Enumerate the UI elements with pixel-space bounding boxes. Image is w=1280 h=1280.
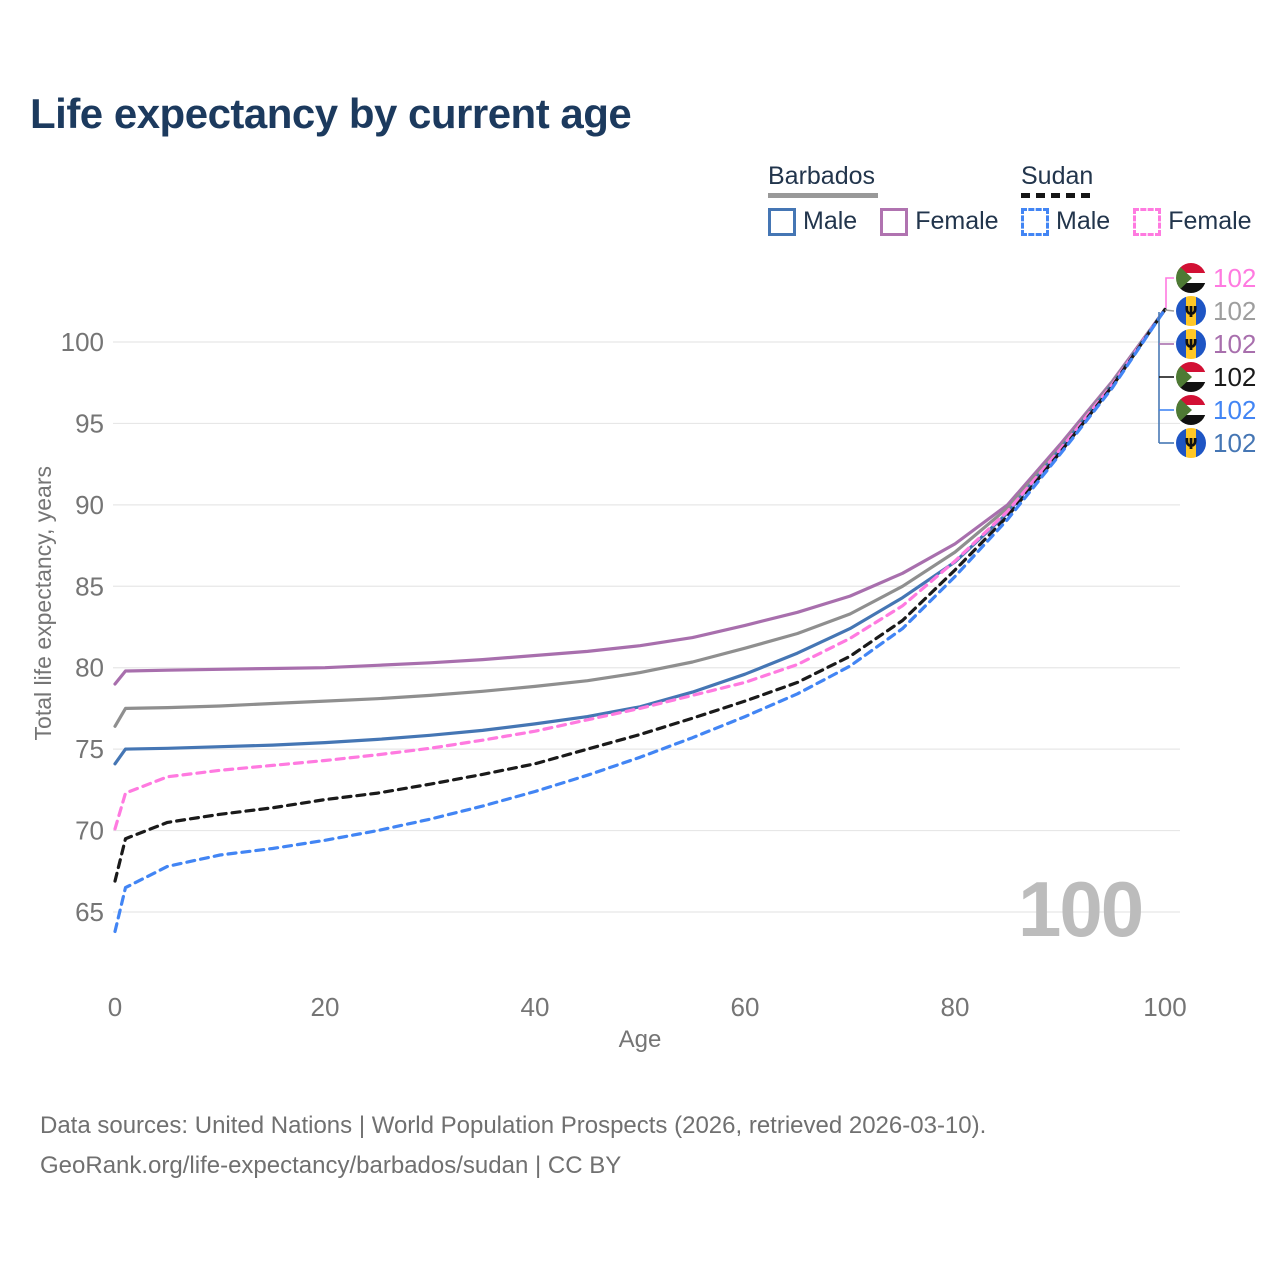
legend-label-barbados-male[interactable]: Male bbox=[803, 207, 858, 235]
end-label-barbados-female: Ψ 102 bbox=[1176, 329, 1256, 359]
sudan-flag-icon bbox=[1176, 263, 1206, 293]
end-label-barbados: Ψ 102 bbox=[1176, 296, 1256, 326]
legend-group-sudan: Sudan Male Female bbox=[1021, 162, 1252, 236]
legend-country-barbados[interactable]: Barbados bbox=[768, 162, 876, 190]
y-tick-70: 70 bbox=[75, 816, 104, 846]
leader-line-1 bbox=[1164, 309, 1175, 312]
end-label-barbados-male: Ψ 102 bbox=[1176, 428, 1256, 458]
footer-data-sources: Data sources: United Nations | World Pop… bbox=[40, 1112, 987, 1139]
svg-text:Ψ: Ψ bbox=[1185, 435, 1198, 453]
legend-label-sudan-female[interactable]: Female bbox=[1168, 207, 1252, 235]
sudan-flag-icon bbox=[1176, 395, 1206, 425]
sudan-flag-icon bbox=[1176, 362, 1206, 392]
barbados-line-style-swatch bbox=[768, 193, 878, 198]
series-end-labels: 102 Ψ 102 Ψ 102 102 102 Ψ 102 bbox=[1176, 263, 1256, 461]
end-value: 102 bbox=[1213, 362, 1257, 392]
legend-checkbox-barbados-male[interactable] bbox=[768, 207, 796, 236]
y-tick-90: 90 bbox=[75, 490, 104, 520]
y-tick-65: 65 bbox=[75, 897, 104, 927]
x-tick-80: 80 bbox=[941, 992, 970, 1022]
legend-checkbox-barbados-female[interactable] bbox=[880, 207, 909, 236]
svg-text:Ψ: Ψ bbox=[1185, 336, 1198, 354]
x-tick-40: 40 bbox=[521, 992, 550, 1022]
end-value: 102 bbox=[1213, 296, 1257, 326]
x-tick-100: 100 bbox=[1143, 992, 1186, 1022]
age-counter-watermark: 100 bbox=[1018, 865, 1144, 953]
x-tick-60: 60 bbox=[731, 992, 760, 1022]
svg-text:Ψ: Ψ bbox=[1185, 303, 1198, 321]
y-tick-80: 80 bbox=[75, 653, 104, 683]
x-tick-20: 20 bbox=[311, 992, 340, 1022]
y-tick-85: 85 bbox=[75, 571, 104, 601]
series-line-barbados-female[interactable] bbox=[113, 307, 1167, 686]
series-line-barbados-all[interactable] bbox=[113, 307, 1167, 728]
legend-label-barbados-female[interactable]: Female bbox=[915, 207, 999, 235]
legend-group-barbados: Barbados Male Female bbox=[768, 162, 999, 236]
x-tick-0: 0 bbox=[108, 992, 122, 1022]
legend-checkbox-sudan-male[interactable] bbox=[1021, 207, 1049, 236]
end-value: 102 bbox=[1213, 395, 1257, 425]
y-tick-75: 75 bbox=[75, 734, 104, 764]
legend-label-sudan-male[interactable]: Male bbox=[1056, 207, 1111, 235]
x-axis-title: Age bbox=[618, 1026, 662, 1053]
barbados-flag-icon: Ψ bbox=[1176, 428, 1206, 458]
y-tick-95: 95 bbox=[75, 408, 104, 438]
end-label-sudan: 102 bbox=[1176, 362, 1256, 392]
footer: Data sources: United Nations | World Pop… bbox=[40, 1106, 986, 1186]
sudan-line-style-swatch bbox=[1021, 193, 1092, 198]
end-value: 102 bbox=[1213, 329, 1257, 359]
legend-country-sudan[interactable]: Sudan bbox=[1021, 162, 1094, 190]
series-line-sudan-all[interactable] bbox=[113, 307, 1167, 883]
end-label-sudan-female: 102 bbox=[1176, 263, 1256, 293]
legend-checkbox-sudan-female[interactable] bbox=[1133, 207, 1162, 236]
end-label-sudan-male: 102 bbox=[1176, 395, 1256, 425]
series-line-sudan-male[interactable] bbox=[113, 307, 1167, 934]
y-tick-100: 100 bbox=[61, 327, 104, 357]
barbados-flag-icon: Ψ bbox=[1176, 329, 1206, 359]
barbados-flag-icon: Ψ bbox=[1176, 296, 1206, 326]
end-value: 102 bbox=[1213, 263, 1257, 293]
y-axis-title: Total life expectancy, years bbox=[30, 466, 56, 741]
page-title: Life expectancy by current age bbox=[30, 90, 632, 137]
end-value: 102 bbox=[1213, 428, 1257, 458]
footer-attribution: GeoRank.org/life-expectancy/barbados/sud… bbox=[40, 1152, 622, 1179]
series-line-sudan-female[interactable] bbox=[113, 307, 1167, 831]
series-line-barbados-male[interactable] bbox=[113, 307, 1167, 766]
leader-line-0 bbox=[1165, 277, 1174, 308]
